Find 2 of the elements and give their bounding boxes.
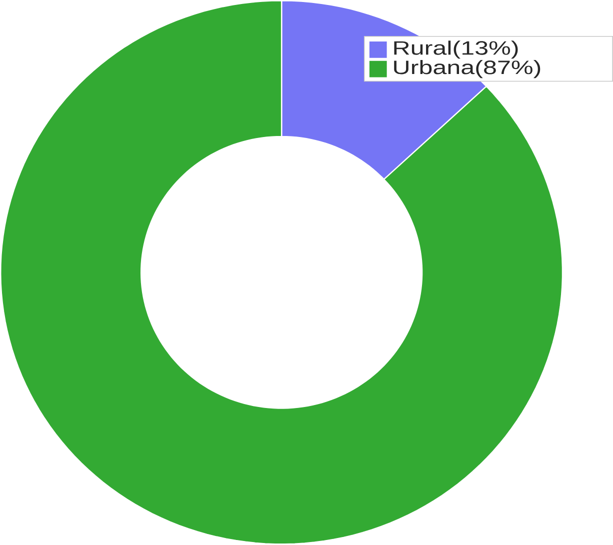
legend-label: Urbana(87%) [394, 60, 540, 78]
legend-label: Rural(13%) [394, 40, 518, 59]
